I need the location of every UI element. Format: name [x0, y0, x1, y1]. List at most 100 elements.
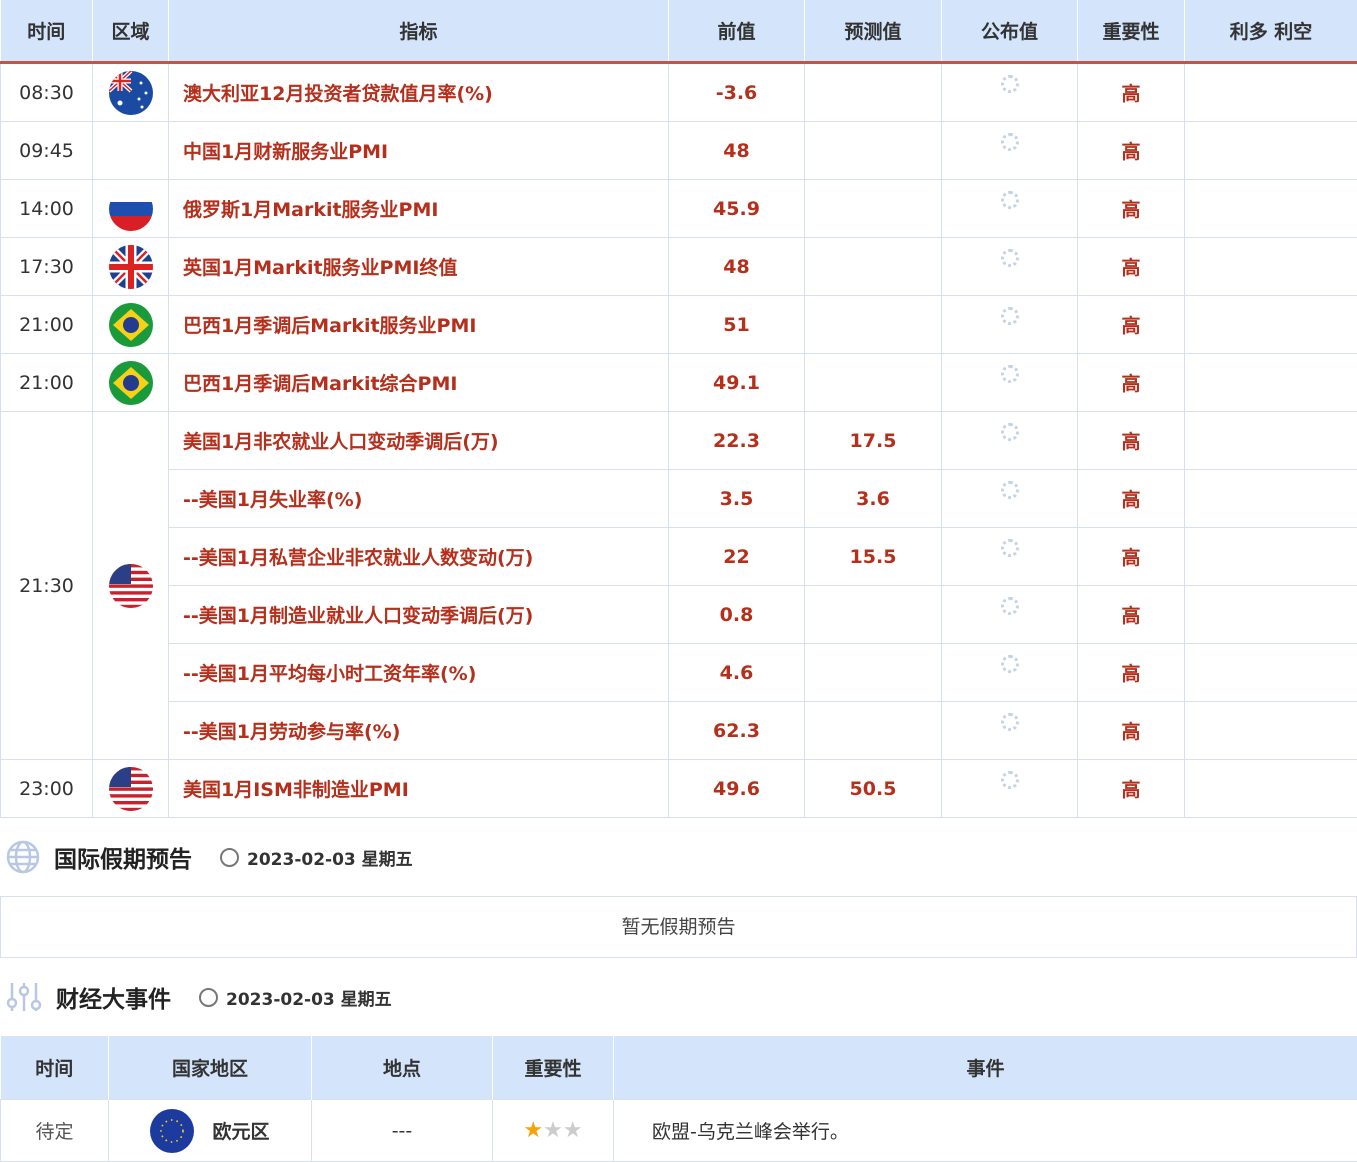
- forecast-value: [805, 238, 942, 296]
- impact-cell: [1185, 238, 1357, 296]
- forecast-value: [805, 354, 942, 412]
- indicator-link[interactable]: 英国1月Markit服务业PMI终值: [169, 238, 669, 296]
- region-cell: [93, 760, 169, 818]
- forecast-value: [805, 702, 942, 760]
- time-cell: 08:30: [1, 63, 93, 122]
- forecast-value: [805, 644, 942, 702]
- actual-value: [942, 702, 1078, 760]
- loading-spinner-icon: [1001, 539, 1019, 557]
- column-header: 事件: [614, 1036, 1357, 1100]
- column-header: 重要性: [1078, 0, 1185, 63]
- table-row: --美国1月劳动参与率(%)62.3 高: [1, 702, 1357, 760]
- importance: 高: [1078, 296, 1185, 354]
- events-title: 财经大事件: [56, 980, 171, 1014]
- importance: 高: [1078, 470, 1185, 528]
- column-header: 地点: [312, 1036, 493, 1100]
- time-cell: 21:00: [1, 296, 93, 354]
- forecast-value: [805, 63, 942, 122]
- impact-cell: [1185, 122, 1357, 180]
- flag-eu-icon: [150, 1109, 194, 1153]
- forecast-value: [805, 122, 942, 180]
- table-row: 08:30 澳大利亚12月投资者贷款值月率(%)-3.6 高: [1, 63, 1357, 122]
- indicator-link[interactable]: 美国1月ISM非制造业PMI: [169, 760, 669, 818]
- loading-spinner-icon: [1001, 75, 1019, 93]
- impact-cell: [1185, 760, 1357, 818]
- indicator-link[interactable]: 中国1月财新服务业PMI: [169, 122, 669, 180]
- indicator-link[interactable]: 巴西1月季调后Markit综合PMI: [169, 354, 669, 412]
- previous-value: 3.5: [669, 470, 805, 528]
- impact-cell: [1185, 470, 1357, 528]
- event-time: 待定: [1, 1100, 109, 1162]
- events-date-text: 2023-02-03 星期五: [226, 985, 392, 1010]
- loading-spinner-icon: [1001, 191, 1019, 209]
- importance: 高: [1078, 586, 1185, 644]
- events-date: 2023-02-03 星期五: [199, 985, 392, 1010]
- importance: 高: [1078, 760, 1185, 818]
- loading-spinner-icon: [1001, 423, 1019, 441]
- indicator-link[interactable]: --美国1月私营企业非农就业人数变动(万): [169, 528, 669, 586]
- holiday-title: 国际假期预告: [54, 840, 192, 874]
- previous-value: 22.3: [669, 412, 805, 470]
- forecast-value: 50.5: [805, 760, 942, 818]
- time-cell: 21:30: [1, 412, 93, 760]
- flag-australia-icon: [109, 71, 153, 115]
- loading-spinner-icon: [1001, 713, 1019, 731]
- impact-cell: [1185, 528, 1357, 586]
- previous-value: 49.6: [669, 760, 805, 818]
- indicator-link[interactable]: 俄罗斯1月Markit服务业PMI: [169, 180, 669, 238]
- previous-value: 45.9: [669, 180, 805, 238]
- indicator-link[interactable]: --美国1月失业率(%): [169, 470, 669, 528]
- economic-calendar-table: 时间区域指标前值预测值公布值重要性利多 利空 08:30 澳大利亚12月投资者贷款…: [0, 0, 1357, 818]
- events-table: 时间国家地区地点重要性事件 待定 欧元区 --- ★★★ 欧盟-乌克兰峰会举行。: [0, 1036, 1357, 1162]
- loading-spinner-icon: [1001, 771, 1019, 789]
- holiday-date-text: 2023-02-03 星期五: [247, 845, 413, 870]
- indicator-link[interactable]: 巴西1月季调后Markit服务业PMI: [169, 296, 669, 354]
- previous-value: 4.6: [669, 644, 805, 702]
- indicator-link[interactable]: --美国1月平均每小时工资年率(%): [169, 644, 669, 702]
- importance: 高: [1078, 412, 1185, 470]
- indicator-link[interactable]: 澳大利亚12月投资者贷款值月率(%): [169, 63, 669, 122]
- forecast-value: [805, 180, 942, 238]
- forecast-value: [805, 586, 942, 644]
- column-header: 时间: [1, 0, 93, 63]
- previous-value: 0.8: [669, 586, 805, 644]
- time-cell: 17:30: [1, 238, 93, 296]
- actual-value: [942, 760, 1078, 818]
- actual-value: [942, 412, 1078, 470]
- calendar-header-row: 时间区域指标前值预测值公布值重要性利多 利空: [1, 0, 1357, 63]
- column-header: 指标: [169, 0, 669, 63]
- previous-value: 62.3: [669, 702, 805, 760]
- actual-value: [942, 296, 1078, 354]
- column-header: 预测值: [805, 0, 942, 63]
- importance: 高: [1078, 63, 1185, 122]
- time-cell: 14:00: [1, 180, 93, 238]
- indicator-link[interactable]: --美国1月劳动参与率(%): [169, 702, 669, 760]
- previous-value: 48: [669, 238, 805, 296]
- time-cell: 09:45: [1, 122, 93, 180]
- indicator-link[interactable]: 美国1月非农就业人口变动季调后(万): [169, 412, 669, 470]
- event-description: 欧盟-乌克兰峰会举行。: [614, 1100, 1357, 1162]
- time-cell: 21:00: [1, 354, 93, 412]
- previous-value: 48: [669, 122, 805, 180]
- region-cell: [93, 412, 169, 760]
- impact-cell: [1185, 354, 1357, 412]
- previous-value: -3.6: [669, 63, 805, 122]
- impact-cell: [1185, 586, 1357, 644]
- loading-spinner-icon: [1001, 481, 1019, 499]
- indicator-link[interactable]: --美国1月制造业就业人口变动季调后(万): [169, 586, 669, 644]
- importance: 高: [1078, 528, 1185, 586]
- actual-value: [942, 470, 1078, 528]
- clock-icon: [199, 988, 218, 1007]
- globe-icon: [6, 840, 40, 874]
- importance: 高: [1078, 702, 1185, 760]
- previous-value: 22: [669, 528, 805, 586]
- actual-value: [942, 528, 1078, 586]
- table-row: 待定 欧元区 --- ★★★ 欧盟-乌克兰峰会举行。: [1, 1100, 1357, 1162]
- flag-brazil-icon: [109, 303, 153, 347]
